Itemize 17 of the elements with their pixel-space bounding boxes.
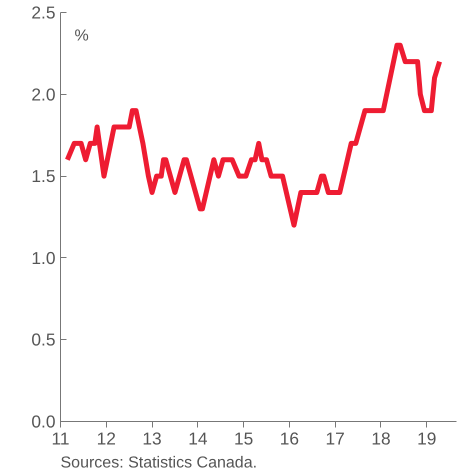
x-tick-label: 17 <box>326 428 345 448</box>
y-tick-label: 1.5 <box>31 166 56 186</box>
y-tick-label: 0.0 <box>31 412 56 432</box>
x-tick-label: 16 <box>280 428 300 448</box>
y-tick-label: 2.5 <box>31 2 56 22</box>
x-tick-label: 14 <box>188 428 208 448</box>
x-tick-label: 15 <box>234 428 254 448</box>
x-tick-label: 18 <box>371 428 391 448</box>
x-tick-label: 11 <box>52 428 70 448</box>
x-tick-label: 13 <box>142 428 162 448</box>
x-tick-label: 12 <box>96 428 116 448</box>
source-note: Sources: Statistics Canada. <box>60 454 258 472</box>
x-tick-label: 19 <box>417 428 436 448</box>
y-tick-label: 0.5 <box>31 330 56 350</box>
y-axis-title: % <box>74 28 89 44</box>
y-tick-label: 1.0 <box>31 248 56 268</box>
y-tick-label: 2.0 <box>31 84 56 104</box>
